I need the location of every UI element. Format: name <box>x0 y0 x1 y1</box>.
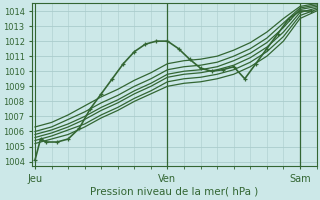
X-axis label: Pression niveau de la mer( hPa ): Pression niveau de la mer( hPa ) <box>90 187 259 197</box>
